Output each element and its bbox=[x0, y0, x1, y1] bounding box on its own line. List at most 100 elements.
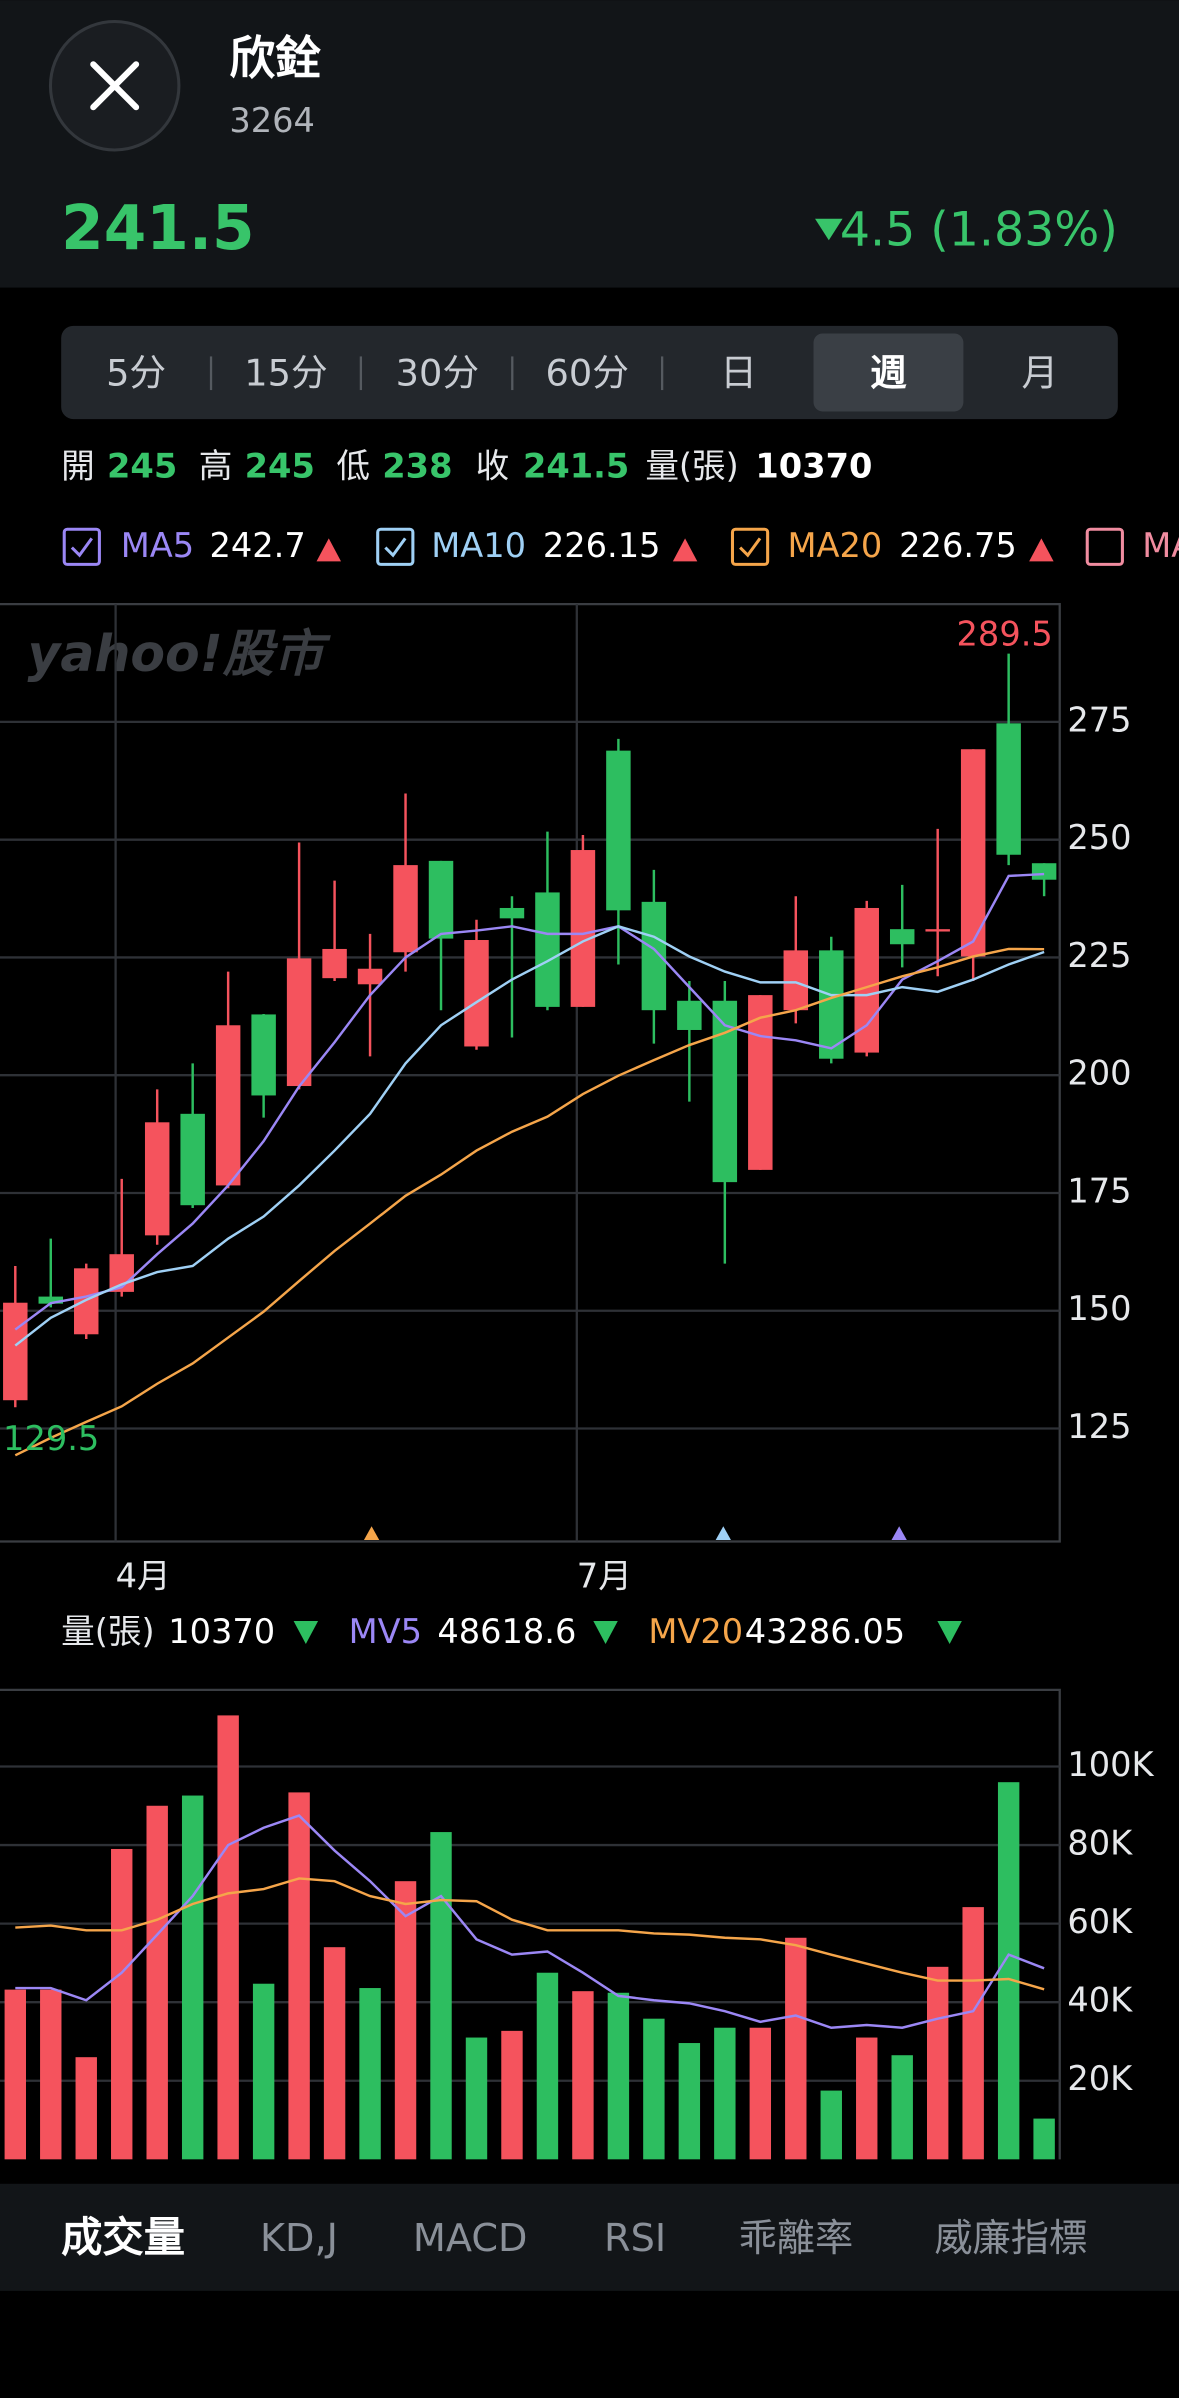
indicator-tab[interactable]: KD,J bbox=[260, 2217, 338, 2261]
volume-bar bbox=[997, 1782, 1020, 2160]
volume-bar bbox=[111, 1848, 133, 2160]
volume-bar bbox=[607, 1992, 630, 2160]
volume-value: 10370 bbox=[168, 1612, 275, 1651]
indicator-tab[interactable]: MACD bbox=[413, 2217, 528, 2261]
y-tick-label: 200 bbox=[1067, 1054, 1131, 1093]
volume-bar bbox=[749, 2027, 772, 2160]
candle-body bbox=[144, 1122, 170, 1236]
ma-line bbox=[14, 925, 1045, 1347]
legend-name: MA20 bbox=[788, 526, 883, 565]
volume-bar bbox=[359, 1988, 381, 2160]
volume-bar bbox=[536, 1972, 559, 2160]
period-tab[interactable]: 週 bbox=[870, 351, 907, 394]
legend-trend bbox=[1029, 538, 1054, 562]
candle-body bbox=[1031, 863, 1057, 880]
legend-checkbox[interactable] bbox=[62, 527, 101, 566]
down-arrow bbox=[815, 218, 843, 241]
ma-line bbox=[14, 872, 1045, 1331]
candle-body bbox=[499, 907, 525, 919]
candle-body bbox=[393, 865, 418, 953]
volume-bar bbox=[926, 1966, 949, 2160]
candle-body bbox=[251, 1014, 276, 1096]
legend-name: MA bbox=[1142, 526, 1179, 565]
legend-name: MA5 bbox=[121, 526, 194, 565]
stat-label: 高 bbox=[199, 447, 233, 486]
candle-body bbox=[960, 749, 986, 957]
volume-bar bbox=[572, 1991, 594, 2160]
plot-frame bbox=[0, 603, 1061, 1543]
volume-bar bbox=[4, 1989, 26, 2160]
signal-marker bbox=[363, 1526, 380, 1541]
y-tick-label: 250 bbox=[1067, 818, 1131, 857]
candle-body bbox=[819, 950, 844, 1059]
volume-bar bbox=[501, 2030, 523, 2160]
legend-name: MV5 bbox=[349, 1612, 422, 1651]
mv-line bbox=[15, 1814, 1045, 2029]
indicator-tab[interactable]: RSI bbox=[604, 2217, 666, 2261]
legend-checkbox[interactable] bbox=[376, 527, 415, 566]
legend-check bbox=[70, 537, 93, 558]
legend-checkbox[interactable] bbox=[1085, 527, 1124, 566]
legend-value: 226.15 bbox=[543, 526, 661, 565]
stat-label: 開 bbox=[61, 447, 95, 486]
candle-body bbox=[677, 1000, 702, 1030]
volume-bar bbox=[856, 2037, 878, 2160]
y-tick-label: 80K bbox=[1067, 1824, 1133, 1863]
volume-bar bbox=[643, 2018, 665, 2160]
indicator-tab[interactable]: 威廉指標 bbox=[934, 2217, 1087, 2261]
period-tab[interactable]: 60分 bbox=[546, 351, 629, 394]
legend-value: 48618.6 bbox=[437, 1612, 576, 1651]
max-label: 289.5 bbox=[957, 615, 1053, 654]
legend-trend bbox=[672, 538, 698, 562]
candle-body bbox=[889, 929, 915, 945]
period-tab[interactable]: 日 bbox=[720, 351, 757, 394]
period-tab[interactable]: 15分 bbox=[244, 351, 327, 394]
period-tab[interactable]: 5分 bbox=[106, 351, 166, 394]
volume-bar bbox=[323, 1947, 346, 2160]
legend-name: MA10 bbox=[431, 526, 526, 565]
volume-bar bbox=[40, 1989, 62, 2160]
volume-label: 量(張) bbox=[61, 1612, 155, 1651]
candle-body bbox=[180, 1113, 205, 1206]
y-tick-label: 125 bbox=[1067, 1407, 1131, 1446]
candle-body bbox=[712, 1000, 738, 1183]
stat-value: 241.5 bbox=[523, 447, 629, 486]
signal-marker bbox=[715, 1526, 731, 1541]
period-tab[interactable]: 月 bbox=[1021, 351, 1058, 394]
header-bg bbox=[0, 0, 1179, 288]
candle-body bbox=[996, 723, 1021, 855]
indicator-bar bbox=[0, 2183, 1179, 2291]
stock-code: 3264 bbox=[229, 101, 315, 140]
y-tick-label: 225 bbox=[1067, 936, 1131, 975]
legend-value: 226.75 bbox=[899, 526, 1017, 565]
stat-label: 量(張) bbox=[645, 447, 739, 486]
volume-bar bbox=[181, 1795, 204, 2160]
volume-bar bbox=[252, 1983, 275, 2160]
stat-value: 245 bbox=[245, 447, 315, 486]
volume-bar bbox=[288, 1792, 310, 2160]
stat-label: 收 bbox=[476, 447, 510, 486]
indicator-tab[interactable]: 乖離率 bbox=[739, 2217, 854, 2261]
candle-body bbox=[854, 907, 879, 1053]
x-tick-label: 7月 bbox=[577, 1557, 632, 1596]
candle-body bbox=[428, 860, 454, 939]
candle-body bbox=[38, 1296, 64, 1304]
legend-checkbox[interactable] bbox=[730, 527, 770, 566]
volume-bar bbox=[820, 2090, 842, 2160]
indicator-tab[interactable]: 成交量 bbox=[61, 2213, 185, 2261]
y-tick-label: 60K bbox=[1067, 1902, 1133, 1941]
candle-body bbox=[606, 750, 631, 911]
y-tick-label: 40K bbox=[1067, 1981, 1133, 2020]
watermark: yahoo!股市 bbox=[28, 624, 332, 683]
y-tick-label: 150 bbox=[1067, 1289, 1131, 1328]
x-tick-label: 4月 bbox=[116, 1557, 171, 1596]
volume-bar bbox=[785, 1937, 807, 2160]
candle-body bbox=[74, 1268, 99, 1335]
legend-value: 43286.05 bbox=[745, 1612, 905, 1651]
volume-bar bbox=[678, 2043, 701, 2160]
volume-bar bbox=[1033, 2118, 1055, 2160]
period-tab[interactable]: 30分 bbox=[396, 351, 479, 394]
candle-body bbox=[322, 948, 347, 979]
